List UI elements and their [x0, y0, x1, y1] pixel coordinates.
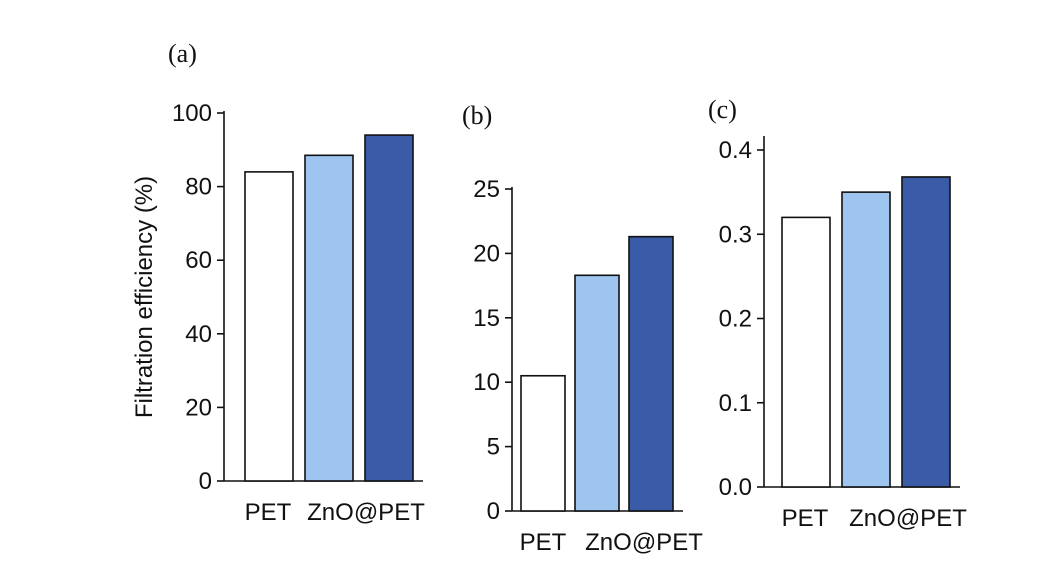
y-tick-label: 15: [473, 305, 500, 332]
y-tick-label: 0.1: [719, 390, 752, 417]
y-tick-label: 0.4: [719, 137, 752, 164]
y-tick-label: 0.3: [719, 221, 752, 248]
panel-label: (c): [708, 95, 737, 124]
category-label: PET: [245, 499, 292, 526]
bar-2: [574, 274, 620, 512]
bar-2: [841, 191, 891, 488]
bar-3: [628, 235, 674, 512]
category-label: PET: [782, 505, 829, 532]
y-tick-label: 10: [473, 369, 500, 396]
y-tick-label: 0.2: [719, 306, 752, 333]
y-tick-label: 20: [185, 394, 212, 421]
bar-3: [901, 176, 951, 488]
chart-panel-3: (c) 0.0 0.1 0.2 0.3 0.4 PET ZnO@PET: [708, 95, 967, 532]
category-label: ZnO@PET: [307, 499, 425, 526]
y-tick-label: 0: [487, 498, 500, 525]
bar-2: [304, 154, 354, 482]
y-tick-label: 0.0: [719, 474, 752, 501]
category-label: PET: [520, 529, 567, 556]
category-label: ZnO@PET: [849, 505, 967, 532]
chart-panel-1: (a) 0 20 40 60 80 100 PET ZnO@PET Filtration effi…: [131, 39, 425, 526]
bar-1: [781, 216, 831, 488]
panel-label: (b): [462, 101, 492, 130]
category-label: ZnO@PET: [585, 529, 703, 556]
panel-label: (a): [168, 39, 197, 68]
y-tick-label: 5: [487, 434, 500, 461]
y-axis-label: Filtration efficiency (%): [131, 176, 158, 418]
y-tick-label: 20: [473, 240, 500, 267]
bar-3: [364, 134, 414, 482]
bar-1: [244, 171, 294, 482]
y-tick-label: 100: [172, 100, 212, 127]
bar-1: [520, 374, 566, 512]
y-tick-label: 0: [199, 468, 212, 495]
y-tick-label: 25: [473, 176, 500, 203]
y-tick-label: 60: [185, 247, 212, 274]
y-tick-label: 80: [185, 174, 212, 201]
chart-panel-2: (b) 0 5 10 15 20 25 PET ZnO@PET: [462, 101, 703, 556]
y-tick-label: 40: [185, 321, 212, 348]
